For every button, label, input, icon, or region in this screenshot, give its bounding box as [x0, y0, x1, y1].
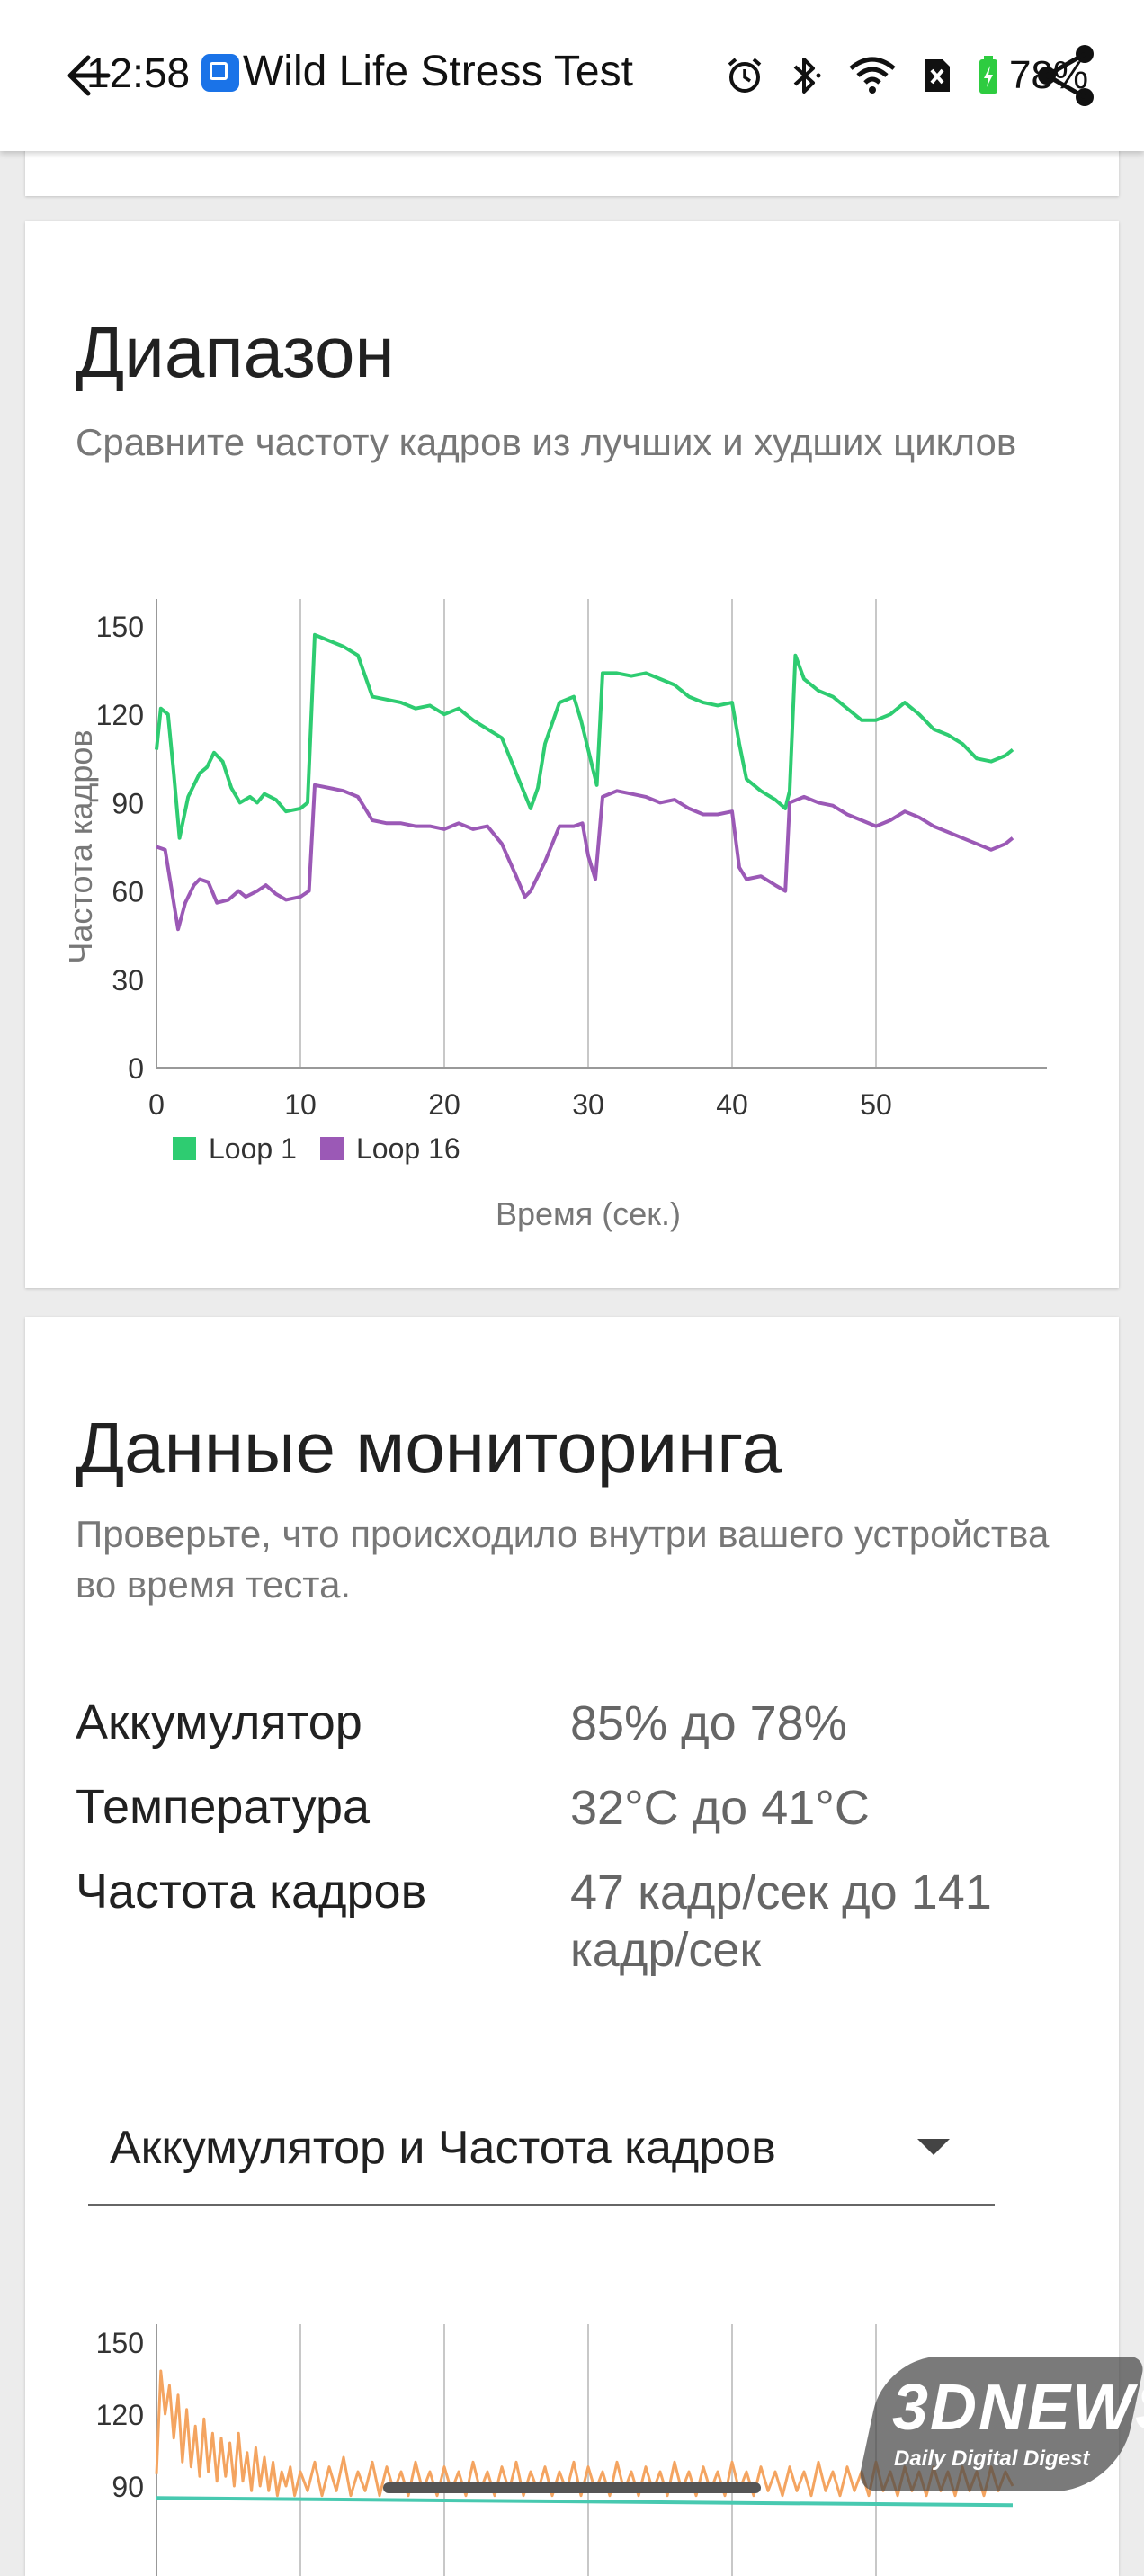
battery-charging-icon: [979, 56, 997, 94]
x-tick-label: 30: [572, 1088, 604, 1121]
chart-grid: [156, 599, 877, 1068]
app-bar: 12:58 Wild Life Stress Test: [0, 0, 1144, 151]
y-tick-label: 150: [96, 2327, 144, 2359]
share-icon[interactable]: [1031, 40, 1103, 112]
legend-swatch: [173, 1137, 196, 1160]
y-tick-label: 90: [112, 787, 144, 819]
x-tick-label: 50: [860, 1088, 892, 1121]
app-window-icon: [201, 54, 239, 92]
series-line-loop-1: [155, 632, 1014, 840]
wifi-icon: [849, 57, 896, 94]
y-axis-title: Частота кадров: [62, 729, 99, 963]
status-time: 12:58: [86, 49, 191, 96]
chart-grid: [156, 2324, 877, 2576]
bluetooth-icon: [793, 58, 821, 94]
chart-legend: Loop 1 Loop 16: [173, 1132, 460, 1165]
chart-axes: 90 120 150: [96, 2324, 157, 2576]
stat-row-framerate: Частота кадров 47 кадр/сек до 141 кадр/с…: [76, 1864, 1083, 1979]
app-title: Wild Life Stress Test: [243, 48, 633, 95]
monitoring-card: Данные мониторинга Проверьте, что происх…: [25, 1317, 1119, 2576]
y-tick-label: 120: [96, 2399, 144, 2431]
stat-row-temperature: Температура 32°C до 41°C: [76, 1779, 1083, 1837]
x-tick-label: 0: [148, 1088, 165, 1121]
watermark-brand: 3DNEWS: [892, 2372, 1144, 2444]
y-tick-label: 0: [128, 1052, 144, 1085]
monitoring-title: Данные мониторинга: [76, 1408, 782, 1488]
x-tick-label: 10: [284, 1088, 317, 1121]
stat-value: 85% до 78%: [570, 1696, 847, 1750]
y-tick-label: 90: [112, 2471, 144, 2503]
stat-label: Аккумулятор: [76, 1695, 362, 1749]
range-subtitle: Сравните частоту кадров из лучших и худш…: [76, 421, 1017, 463]
chart-series-group: [155, 632, 1014, 932]
watermark-tagline: Daily Digital Digest: [894, 2446, 1090, 2471]
y-tick-label: 120: [96, 699, 144, 731]
stats-list: Аккумулятор 85% до 78% Температура 32°C …: [76, 1695, 1083, 2006]
series-line-battery: [156, 2496, 1014, 2508]
y-tick-label: 60: [112, 876, 144, 908]
sim-no-signal-icon: [925, 59, 950, 92]
stat-label: Частота кадров: [76, 1865, 427, 1919]
legend-swatch: [320, 1137, 344, 1160]
chart-axes: 0 10 20 30 40 50 0 30 60 90 120 150: [96, 599, 1047, 1121]
series-line-loop-16: [156, 783, 1014, 932]
alarm-icon: [728, 58, 762, 93]
y-tick-label: 30: [112, 964, 144, 997]
stat-row-battery: Аккумулятор 85% до 78%: [76, 1695, 1083, 1752]
stat-value: 32°C до 41°C: [570, 1781, 870, 1835]
range-card: Диапазон Сравните частоту кадров из лучш…: [25, 221, 1119, 1288]
arrow-left-icon[interactable]: [61, 50, 112, 101]
metric-dropdown[interactable]: Аккумулятор и Частота кадров: [88, 2099, 995, 2206]
legend-label: Loop 1: [209, 1132, 297, 1165]
legend-label: Loop 16: [356, 1132, 460, 1165]
x-tick-label: 40: [716, 1088, 748, 1121]
dropdown-selected: Аккумулятор и Частота кадров: [110, 2122, 776, 2174]
stat-value: 47 кадр/сек до 141 кадр/сек: [570, 1865, 992, 1977]
monitoring-subtitle: Проверьте, что происходило внутри вашего…: [76, 1513, 1050, 1606]
range-title: Диапазон: [76, 312, 395, 392]
stat-label: Температура: [76, 1780, 371, 1834]
caret-down-icon: [917, 2139, 950, 2155]
x-axis-title: Время (сек.): [496, 1195, 681, 1232]
watermark-logo: 3DNEWS Daily Digital Digest: [856, 2357, 1144, 2491]
home-indicator[interactable]: [383, 2482, 761, 2493]
y-tick-label: 150: [96, 611, 144, 643]
x-tick-label: 20: [428, 1088, 460, 1121]
range-chart: 0 10 20 30 40 50 0 30 60 90 120 150 Loop 1 Loop 16 Ч…: [62, 599, 1047, 1232]
